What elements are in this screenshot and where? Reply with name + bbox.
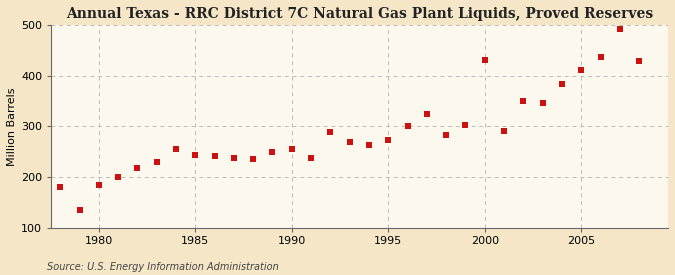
Y-axis label: Million Barrels: Million Barrels	[7, 87, 17, 166]
Title: Annual Texas - RRC District 7C Natural Gas Plant Liquids, Proved Reserves: Annual Texas - RRC District 7C Natural G…	[65, 7, 653, 21]
Text: Source: U.S. Energy Information Administration: Source: U.S. Energy Information Administ…	[47, 262, 279, 271]
